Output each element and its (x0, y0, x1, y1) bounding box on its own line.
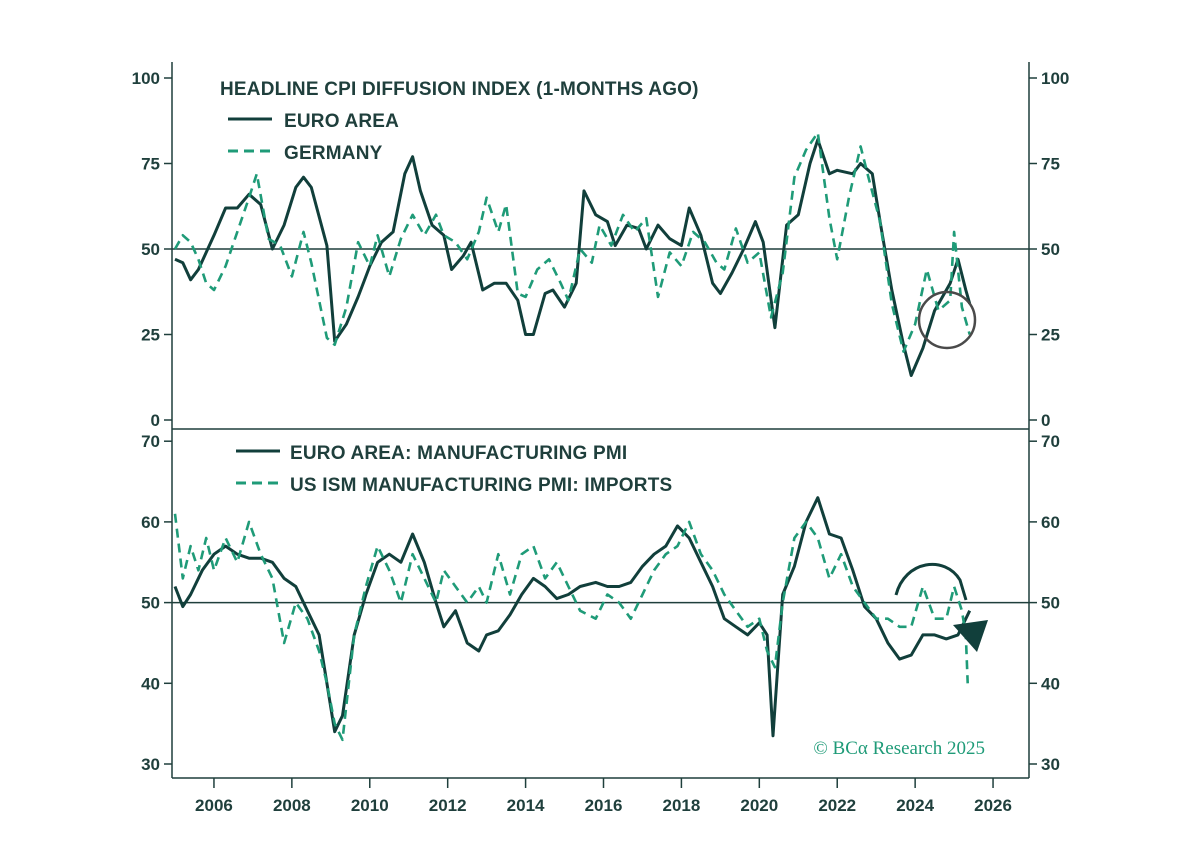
y-tick-label-left: 70 (141, 432, 160, 451)
series-line-us-ism-manufacturing-pmi-imports (173, 513, 969, 742)
x-tick-label: 2006 (195, 796, 233, 815)
y-tick-label-right: 50 (1041, 240, 1060, 259)
y-tick-label-left: 100 (132, 69, 160, 88)
y-tick-label-left: 0 (151, 411, 160, 430)
pmi-panel: 30 30 40 40 50 50 60 60 70 70 EURO AREA: MANUFACT… (141, 432, 1060, 774)
x-tick-label: 2012 (429, 796, 467, 815)
y-tick-label-right: 60 (1041, 513, 1060, 532)
y-tick-label-right: 50 (1041, 594, 1060, 613)
x-axis: 2006 2008 2010 2012 2014 2016 2018 2020 2022 2024… (195, 778, 1012, 815)
series-line-euro-area (174, 138, 972, 377)
x-tick-label: 2026 (974, 796, 1012, 815)
highlight-circle-annotation (917, 290, 977, 350)
y-tick-label-right: 0 (1041, 411, 1050, 430)
x-tick-label: 2010 (351, 796, 389, 815)
y-tick-label-right: 75 (1041, 155, 1060, 174)
x-tick-label: 2016 (585, 796, 623, 815)
x-tick-label: 2024 (896, 796, 934, 815)
y-tick-label-left: 50 (141, 594, 160, 613)
y-tick-label-right: 40 (1041, 674, 1060, 693)
legend-label-euro-area: EURO AREA (284, 111, 399, 132)
x-tick-label: 2008 (273, 796, 311, 815)
y-tick-label-right: 25 (1041, 326, 1060, 345)
series-line-germany (173, 131, 971, 353)
series-line-euro-area-manufacturing-pmi (173, 496, 972, 738)
legend-label-us-ism-imports: US ISM MANUFACTURING PMI: IMPORTS (290, 475, 672, 496)
chart-frame (171, 62, 1030, 779)
x-tick-label: 2020 (740, 796, 778, 815)
legend-label-germany: GERMANY (284, 143, 383, 164)
cpi-diffusion-panel: 0 0 25 25 50 50 75 75 100 100 HEADLINE CPI DIFFUS… (132, 69, 1070, 430)
y-tick-label-left: 25 (141, 326, 160, 345)
arrow-head-icon (953, 620, 988, 652)
y-tick-label-left: 50 (141, 240, 160, 259)
legend-label-euro-area-pmi: EURO AREA: MANUFACTURING PMI (290, 443, 627, 464)
x-tick-label: 2014 (507, 796, 545, 815)
x-tick-label: 2018 (662, 796, 700, 815)
y-tick-label-left: 30 (141, 755, 160, 774)
x-tick-label: 2022 (818, 796, 856, 815)
y-tick-label-right: 30 (1041, 755, 1060, 774)
y-tick-label-right: 100 (1041, 69, 1069, 88)
y-tick-label-left: 60 (141, 513, 160, 532)
downward-arrow-annotation (894, 563, 968, 601)
y-tick-label-right: 70 (1041, 432, 1060, 451)
panel-title: HEADLINE CPI DIFFUSION INDEX (1-MONTHS A… (220, 79, 699, 100)
y-tick-label-left: 75 (141, 155, 160, 174)
source-credit: © BCα Research 2025 (813, 738, 985, 759)
y-tick-label-left: 40 (141, 674, 160, 693)
